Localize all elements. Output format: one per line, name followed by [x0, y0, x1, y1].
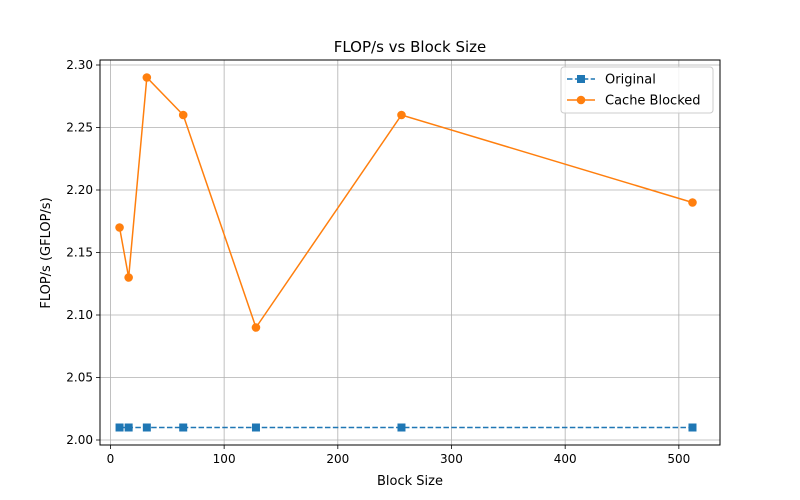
legend-box — [560, 66, 714, 114]
grid — [100, 60, 720, 445]
y-axis-label: FLOP/s (GFLOP/s) — [39, 197, 54, 308]
cache-blocked-point — [115, 223, 124, 232]
y-tick-label: 2.05 — [66, 371, 93, 385]
y-tick-label: 2.00 — [66, 433, 93, 447]
x-tick-label: 300 — [440, 452, 463, 466]
cache-blocked-point — [124, 273, 133, 282]
legend-label-original: Original — [605, 73, 656, 88]
original-point — [251, 423, 260, 432]
x-axis-label: Block Size — [377, 474, 443, 489]
cache-blocked-point — [397, 110, 406, 120]
x-tick-label: 100 — [213, 452, 236, 466]
legend: Original Cache Blocked — [560, 66, 714, 114]
y-tick-label: 2.25 — [66, 121, 93, 135]
series-layer — [115, 73, 697, 432]
x-tick-label: 400 — [554, 452, 577, 466]
cache-blocked-point — [142, 73, 152, 82]
y-tick-label: 2.15 — [66, 246, 93, 260]
original-point — [124, 423, 133, 432]
cache-blocked-point — [178, 110, 188, 120]
x-tick-label: 200 — [326, 452, 349, 466]
legend-marker-original — [577, 75, 585, 83]
x-tick-label: 0 — [107, 452, 115, 466]
y-tick-label: 2.20 — [66, 183, 93, 197]
y-tick-label: 2.30 — [66, 58, 93, 72]
y-tick-label: 2.10 — [66, 308, 93, 322]
original-point — [115, 423, 124, 432]
cache-blocked-point — [251, 323, 261, 332]
cache-blocked-point — [688, 198, 697, 207]
original-point — [142, 423, 151, 432]
legend-label-cache-blocked: Cache Blocked — [605, 94, 701, 109]
axis-ticks: 0 100 200 300 400 500 2.00 2.05 2.10 2.15 2.20 2.25… — [66, 58, 690, 466]
chart-title: FLOP/s vs Block Size — [334, 38, 487, 56]
legend-marker-cache-blocked — [576, 95, 586, 105]
original-point — [688, 423, 697, 432]
original-point — [179, 423, 188, 432]
original-point — [397, 423, 406, 432]
x-tick-label: 500 — [667, 452, 690, 466]
